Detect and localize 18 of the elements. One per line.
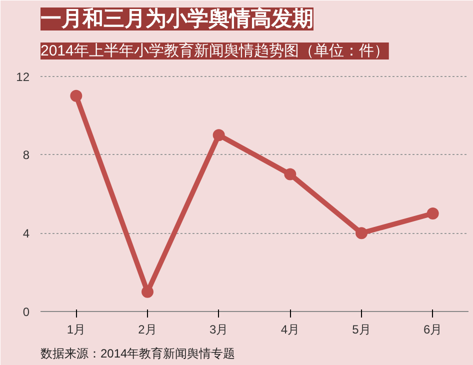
y-tick-label: 12 xyxy=(16,70,30,84)
point xyxy=(284,168,296,180)
point xyxy=(70,90,82,102)
point xyxy=(356,227,368,240)
x-tick-label: 4月 xyxy=(280,322,300,336)
x-tick-label: 3月 xyxy=(209,322,228,336)
x-tick-label: 2月 xyxy=(138,322,157,336)
x-tick-label: 5月 xyxy=(352,322,371,336)
x-tick-label: 1月 xyxy=(66,322,86,336)
y-tick-label: 4 xyxy=(22,226,30,241)
point xyxy=(426,207,439,220)
source-note: 数据来源：2014年教育新闻舆情专题 xyxy=(40,346,236,360)
y-tick-label: 8 xyxy=(22,148,30,162)
chart-subtitle: 2014年上半年小学教育新闻舆情趋势图（单位：件） xyxy=(40,42,389,60)
chart-title: 一月和三月为小学舆情高发期 xyxy=(40,6,314,30)
y-tick-label: 0 xyxy=(22,305,30,319)
x-tick-label: 6月 xyxy=(423,322,442,336)
point xyxy=(212,129,225,142)
